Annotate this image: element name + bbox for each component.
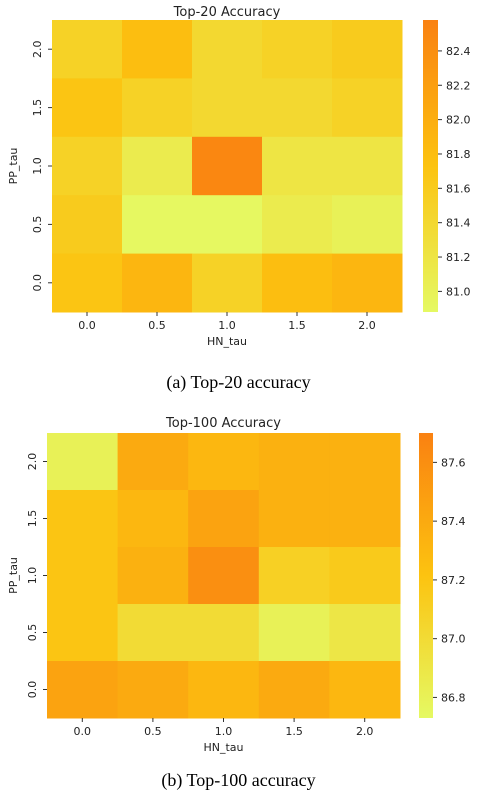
heatmap-cell: [262, 253, 333, 313]
y-tick-label: 0.5: [31, 216, 44, 234]
heatmap-cell: [258, 604, 330, 662]
caption-top-100: (b) Top-100 accuracy: [161, 770, 316, 790]
heatmap-cell: [47, 490, 119, 548]
heatmap-cell: [52, 253, 123, 313]
heatmap-cell: [47, 661, 119, 719]
heatmap-cell: [192, 195, 263, 255]
heatmap-cell: [122, 136, 193, 196]
colorbar-tick-label: 87.0: [441, 633, 466, 646]
heatmap-cell: [258, 547, 330, 605]
colorbar-tick-label: 87.6: [441, 456, 466, 469]
heatmap-cell: [117, 661, 189, 719]
heatmap-cell: [188, 490, 260, 548]
heatmap-cell: [188, 547, 260, 605]
heatmap-cell: [117, 604, 189, 662]
x-tick-label: 2.0: [358, 319, 376, 332]
heatmap-cell: [188, 433, 260, 491]
y-tick-label: 2.0: [31, 40, 44, 58]
heatmap-cell: [329, 433, 401, 491]
heatmap-cell: [258, 661, 330, 719]
top-20-heatmap: Top-20 Accuracy 0.0 0.5 1.0 1.5 2.0 HN_tau 2.0 1…: [7, 5, 471, 348]
heatmap-cell: [258, 433, 330, 491]
y-tick-label: 1.5: [31, 99, 44, 117]
heatmap-cell: [332, 20, 403, 79]
y-tick-label: 1.5: [26, 510, 39, 528]
chart-title: Top-20 Accuracy: [173, 5, 281, 20]
colorbar-tick-label: 86.8: [441, 691, 466, 704]
colorbar: [419, 433, 433, 718]
heatmap-cell: [192, 136, 263, 196]
y-tick-label: 1.0: [26, 567, 39, 585]
x-tick-label: 0.5: [148, 319, 166, 332]
heatmap-cell: [192, 78, 263, 138]
x-tick-label: 1.5: [288, 319, 306, 332]
heatmap-cell: [192, 253, 263, 313]
colorbar-tick-label: 81.2: [446, 251, 471, 264]
heatmap-cell: [192, 20, 263, 79]
colorbar-tick-label: 82.2: [446, 79, 471, 92]
heatmap-cell: [122, 78, 193, 138]
heatmap-cell: [262, 78, 333, 138]
heatmap-cell: [262, 195, 333, 255]
heatmap-cell: [329, 490, 401, 548]
heatmap-cell: [117, 490, 189, 548]
heatmap-cell: [332, 78, 403, 138]
x-tick-label: 1.0: [218, 319, 236, 332]
top-100-heatmap: Top-100 Accuracy 0.0 0.5 1.0 1.5 2.0 HN_tau 2.0…: [7, 416, 466, 754]
x-tick-label: 0.5: [144, 725, 162, 738]
x-tick-label: 1.5: [285, 725, 303, 738]
heatmap-cell: [117, 433, 189, 491]
x-tick-label: 0.0: [74, 725, 92, 738]
x-axis-label: HN_tau: [203, 741, 243, 754]
y-axis-label: PP_tau: [7, 148, 20, 185]
y-axis-label: PP_tau: [7, 557, 20, 594]
y-tick-label: 0.0: [31, 274, 44, 292]
heatmap-cell: [262, 136, 333, 196]
y-tick-label: 0.5: [26, 624, 39, 642]
colorbar-tick-label: 82.4: [446, 45, 471, 58]
y-tick-label: 0.0: [26, 681, 39, 699]
caption-top-20: (a) Top-20 accuracy: [166, 372, 311, 392]
colorbar-tick-label: 87.2: [441, 574, 466, 587]
heatmap-cell: [329, 547, 401, 605]
heatmap-cell: [47, 433, 119, 491]
colorbar-tick-label: 81.0: [446, 285, 471, 298]
colorbar-tick-label: 81.6: [446, 182, 471, 195]
heatmap-cell: [188, 661, 260, 719]
heatmap-cell: [117, 547, 189, 605]
heatmap-cell: [47, 604, 119, 662]
heatmap-cell: [329, 604, 401, 662]
heatmap-cell: [332, 253, 403, 313]
heatmap-cell: [52, 20, 123, 79]
heatmap-cell: [47, 547, 119, 605]
y-tick-label: 2.0: [26, 453, 39, 471]
heatmap-cell: [122, 253, 193, 313]
heatmap-cell: [329, 661, 401, 719]
heatmap-cell: [52, 136, 123, 196]
x-tick-label: 0.0: [78, 319, 96, 332]
x-tick-label: 2.0: [356, 725, 374, 738]
heatmap-cell: [122, 20, 193, 79]
heatmap-cell: [332, 195, 403, 255]
heatmap-cell: [332, 136, 403, 196]
chart-title: Top-100 Accuracy: [165, 416, 281, 431]
colorbar-tick-label: 81.8: [446, 148, 471, 161]
colorbar-tick-label: 82.0: [446, 114, 471, 127]
y-tick-label: 1.0: [31, 157, 44, 175]
heatmap-cell: [188, 604, 260, 662]
colorbar-tick-label: 81.4: [446, 217, 471, 230]
colorbar-tick-label: 87.4: [441, 515, 466, 528]
heatmap-cell: [52, 195, 123, 255]
heatmap-cell: [262, 20, 333, 79]
x-axis-label: HN_tau: [207, 335, 247, 348]
heatmap-cell: [122, 195, 193, 255]
x-tick-label: 1.0: [215, 725, 233, 738]
heatmap-cell: [258, 490, 330, 548]
colorbar: [423, 20, 438, 312]
heatmap-cell: [52, 78, 123, 138]
